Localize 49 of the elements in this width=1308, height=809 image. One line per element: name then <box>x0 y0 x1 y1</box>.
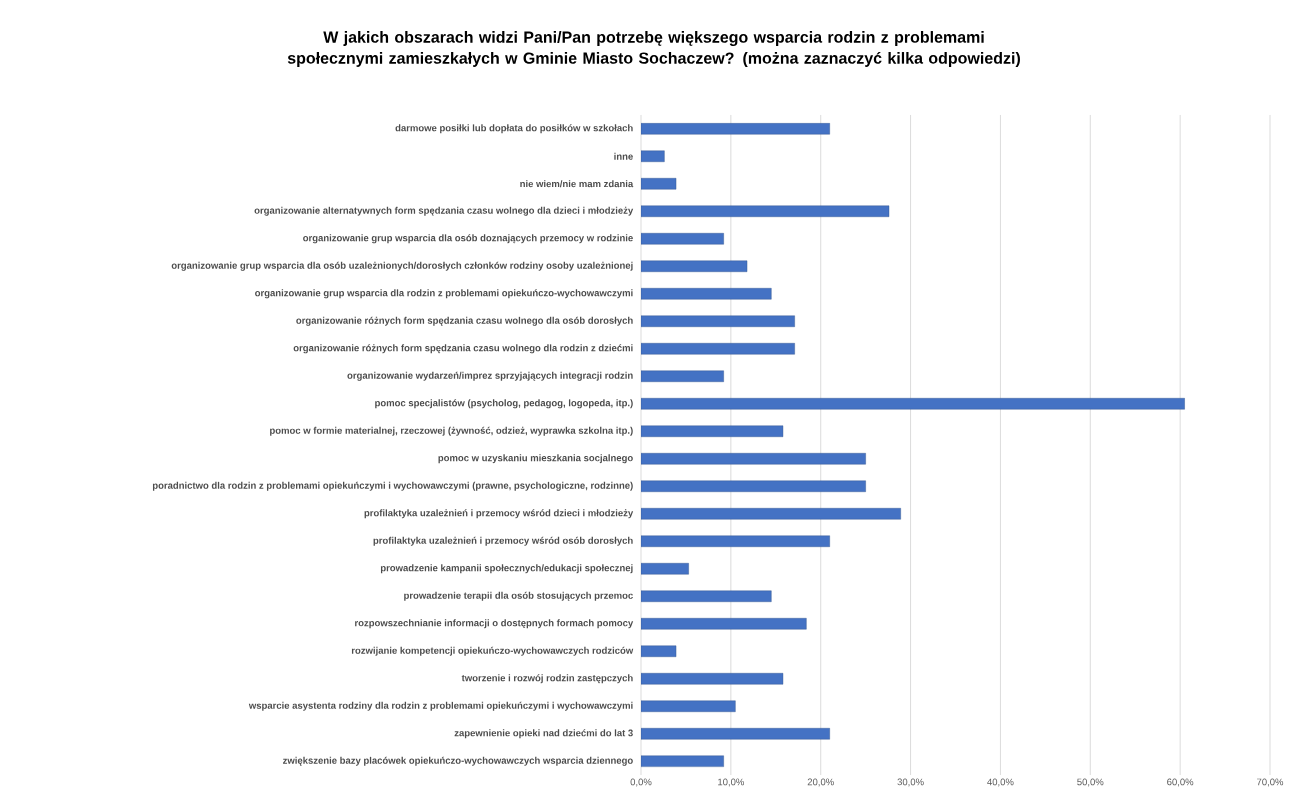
x-tick-label: 50,0% <box>1077 778 1104 787</box>
y-tick-label: prowadzenie kampanii społecznych/edukacji społecznej <box>380 564 633 574</box>
bar <box>641 700 736 712</box>
x-tick-label: 70,0% <box>1257 778 1284 787</box>
y-tick-label: organizowanie grup wsparcia dla rodzin z problemami opiekuńczo-wychowawczymi <box>255 289 633 299</box>
bar <box>641 508 901 520</box>
y-tick-label: organizowanie różnych form spędzania czasu wolnego dla osób dorosłych <box>296 316 633 326</box>
bar <box>641 288 772 300</box>
x-tick-label: 60,0% <box>1167 778 1194 787</box>
bar <box>641 205 890 217</box>
y-tick-label: organizowanie różnych form spędzania czasu wolnego dla rodzin z dziećmi <box>293 344 633 354</box>
x-tick-label: 30,0% <box>897 778 924 787</box>
bar <box>641 673 784 685</box>
bar <box>641 453 866 465</box>
y-tick-label: organizowanie grup wsparcia dla osób doznających przemocy w rodzinie <box>303 234 633 244</box>
bar <box>641 425 784 437</box>
y-tick-label: rozpowszechnianie informacji o dostępnych formach pomocy <box>355 619 634 629</box>
y-tick-label: organizowanie grup wsparcia dla osób uzależnionych/dorosłych członków rodziny osoby uzależnionej <box>171 261 633 271</box>
bar <box>641 343 795 355</box>
y-tick-label: wsparcie asystenta rodziny dla rodzin z problemami opiekuńczymi i wychowawczymi <box>248 701 633 711</box>
y-tick-label: pomoc specjalistów (psycholog, pedagog, logopeda, itp.) <box>375 399 633 409</box>
bar <box>641 398 1185 410</box>
bar <box>641 590 772 602</box>
bar <box>641 123 830 135</box>
y-tick-label: darmowe posiłki lub dopłata do posiłków w szkołach <box>395 124 633 134</box>
bar <box>641 618 807 630</box>
bar <box>641 480 866 492</box>
bar <box>641 315 795 327</box>
y-tick-label: inne <box>614 152 633 160</box>
bar <box>641 535 830 547</box>
y-tick-label: organizowanie wydarzeń/imprez sprzyjających integracji rodzin <box>347 371 633 381</box>
y-tick-label: prowadzenie terapii dla osób stosujących przemoc <box>404 591 633 601</box>
y-tick-label: tworzenie i rozwój rodzin zastępczych <box>461 674 633 684</box>
y-tick-label: rozwijanie kompetencji opiekuńczo-wychowawczych rodziców <box>351 646 634 656</box>
bar <box>641 728 830 740</box>
y-tick-label: nie wiem/nie mam zdania <box>520 180 634 188</box>
y-tick-label: pomoc w formie materialnej, rzeczowej (żywność, odzież, wyprawka szkolna itp.) <box>270 426 633 436</box>
y-tick-label: pomoc w uzyskaniu mieszkania socjalnego <box>438 454 633 464</box>
x-tick-label: 10,0% <box>718 778 744 787</box>
y-tick-label: zapewnienie opieki nad dziećmi do lat 3 <box>454 729 633 739</box>
chart-title: W jakich obszarach widzi Pani/Pan potrzebę większego wsparcia rodzin z problemami społecznymi zamieszkałych w Gminie Miasto Sochaczew? (można zaznaczyć kilka odpowiedzi) <box>287 31 1020 67</box>
y-tick-label: poradnictwo dla rodzin z problemami opiekuńczymi i wychowawczymi (prawne, psychologiczne, rodzinne) <box>152 481 633 491</box>
x-tick-label: 40,0% <box>987 778 1014 787</box>
y-tick-label: organizowanie alternatywnych form spędzania czasu wolnego dla dzieci i młodzieży <box>254 206 634 216</box>
x-tick-label: 20,0% <box>807 778 834 787</box>
x-tick-label: 0,0% <box>630 778 652 787</box>
y-tick-label: zwiększenie bazy placówek opiekuńczo-wychowawczych wsparcia dziennego <box>283 756 633 766</box>
y-tick-label: profilaktyka uzależnień i przemocy wśród dzieci i młodzieży <box>364 509 634 519</box>
y-tick-label: profilaktyka uzależnień i przemocy wśród osób dorosłych <box>373 536 633 546</box>
